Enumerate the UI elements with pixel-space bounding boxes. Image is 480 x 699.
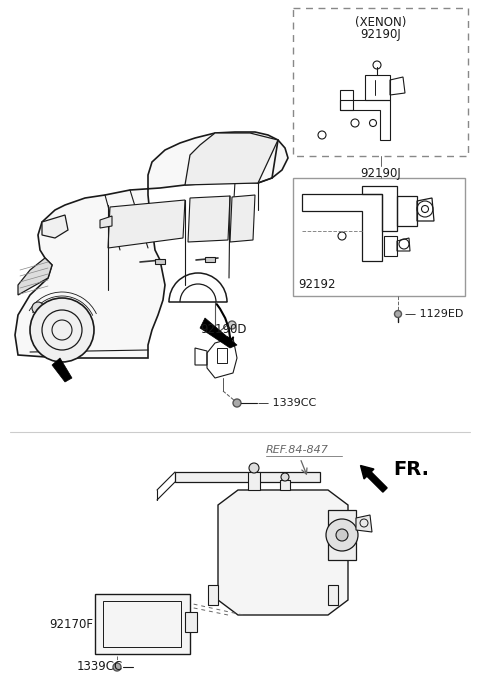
FancyArrow shape: [360, 466, 387, 492]
Circle shape: [395, 310, 401, 317]
Bar: [217, 348, 227, 363]
Polygon shape: [356, 515, 372, 532]
Ellipse shape: [253, 562, 273, 590]
Polygon shape: [328, 585, 338, 605]
Polygon shape: [185, 133, 278, 185]
Polygon shape: [280, 480, 290, 490]
Text: 92190D: 92190D: [200, 323, 247, 336]
Text: FR.: FR.: [393, 460, 429, 479]
Bar: [293, 178, 465, 296]
Polygon shape: [248, 472, 260, 490]
Bar: [185, 612, 197, 632]
Circle shape: [113, 663, 121, 671]
Circle shape: [281, 473, 289, 481]
Ellipse shape: [293, 520, 313, 548]
Circle shape: [228, 321, 236, 329]
Text: 92190J: 92190J: [360, 167, 401, 180]
Bar: [205, 257, 215, 262]
Polygon shape: [208, 585, 218, 605]
Polygon shape: [18, 258, 52, 295]
Text: 92190J: 92190J: [360, 28, 401, 41]
Circle shape: [336, 529, 348, 541]
Bar: [103, 601, 181, 647]
Circle shape: [233, 399, 241, 407]
Bar: [175, 472, 320, 482]
Polygon shape: [108, 200, 185, 248]
Polygon shape: [100, 216, 112, 228]
Bar: [293, 8, 468, 156]
Polygon shape: [230, 195, 255, 242]
Polygon shape: [42, 215, 68, 238]
Ellipse shape: [293, 562, 313, 590]
Circle shape: [32, 302, 44, 314]
Circle shape: [249, 463, 259, 473]
Polygon shape: [52, 358, 72, 382]
Circle shape: [326, 519, 358, 551]
Bar: [95, 594, 190, 654]
Ellipse shape: [253, 520, 273, 548]
Bar: [328, 510, 356, 560]
Text: 92170F: 92170F: [49, 617, 93, 630]
Text: REF.84-847: REF.84-847: [266, 445, 329, 455]
Polygon shape: [15, 132, 288, 358]
Text: — 1129ED: — 1129ED: [405, 309, 463, 319]
Text: (XENON): (XENON): [355, 16, 406, 29]
Text: — 1339CC: — 1339CC: [258, 398, 316, 408]
Circle shape: [30, 298, 94, 362]
Polygon shape: [188, 196, 230, 242]
Text: 92192: 92192: [298, 278, 336, 291]
Polygon shape: [218, 490, 348, 615]
Polygon shape: [200, 318, 237, 348]
Text: 1339CC: 1339CC: [77, 661, 123, 674]
Bar: [155, 259, 165, 264]
